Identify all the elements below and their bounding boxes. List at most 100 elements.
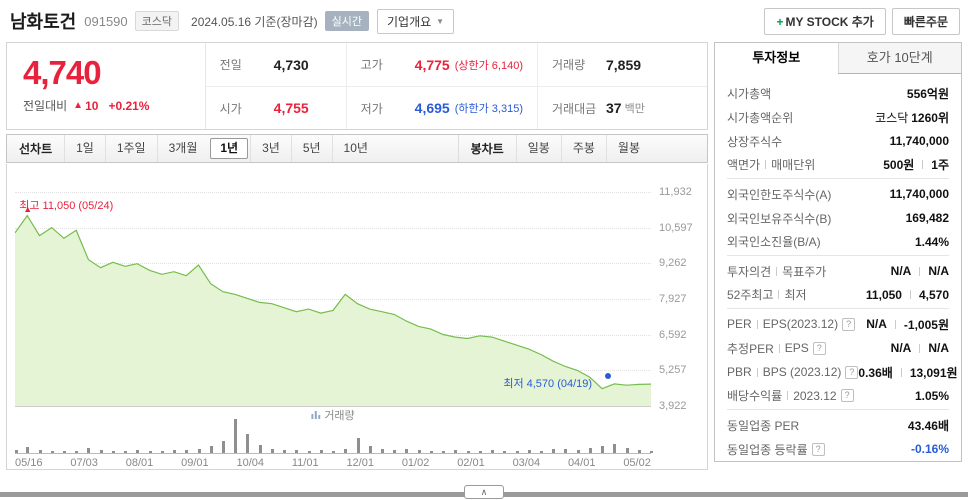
company-overview-label: 기업개요 [386,14,432,29]
help-icon[interactable]: ? [812,341,826,355]
volume-bar [38,450,42,453]
volume-bar [221,441,225,453]
info-row-value: 1.44% [915,235,949,249]
info-row-label: PBR BPS (2023.12)? [727,365,859,379]
volume-bar [344,448,348,453]
help-icon[interactable]: ? [811,442,825,456]
chart-candle-tab[interactable]: 월봉 [605,135,651,162]
info-value-text: 11,740,000 [889,187,949,201]
info-label-text: 추정PER [727,341,774,356]
candle-chart-group-label: 봉차트 [470,142,504,156]
volume-bar [319,449,323,453]
info-value-text: 13,091원 [909,365,958,380]
gridline [15,263,651,265]
info-row-label: 외국인보유주식수(B) [727,210,831,227]
quick-order-button[interactable]: 빠른주문 [891,7,960,35]
separator [778,290,780,299]
chart-period-tab[interactable]: 1주일 [104,135,157,162]
x-axis-label: 12/01 [346,457,374,469]
help-icon[interactable]: ? [840,389,854,402]
volume-bar [478,451,482,453]
chart-period-tab[interactable]: 1년 [210,138,249,159]
info-row-value: 11,740,000 [890,187,949,201]
help-icon[interactable]: ? [845,365,859,379]
volume-bar [625,448,629,453]
plus-icon: + [776,14,784,29]
volume-bar [539,450,543,453]
info-row-value: N/A N/A [891,264,949,278]
chart-period-tab[interactable]: 3년 [250,135,291,162]
chart-tab-bar: 선차트 1일 1주일 3개월 1년 3년 5년 10년 봉차트 일봉 주봉 월봉 [6,134,708,163]
price-cell-label: 거래량 [552,58,586,72]
price-cell-value: 7,859 [606,56,642,73]
volume-bar [197,448,201,453]
volume-bar [368,446,372,453]
chart-period-tab[interactable]: 5년 [290,135,332,162]
separator [894,319,896,329]
chart-candle-tab[interactable]: 주봉 [560,135,606,162]
chart-period-tab[interactable]: 1일 [64,135,105,162]
volume-bar [209,446,213,453]
info-row-value: N/A -1,005원 [866,316,949,333]
y-axis-label: 7,927 [659,293,687,305]
info-value-text: 43.46배 [907,418,949,433]
info-row-value: -0.16% [911,442,949,456]
info-value-text: 0.36배 [858,365,893,380]
info-value-text: 556억원 [906,86,949,101]
info-value-text: 4,570 [918,287,949,302]
info-row: 액면가 매매단위 500원 1주 [727,153,949,179]
tab-askprice-10[interactable]: 호가 10단계 [837,43,961,73]
help-icon[interactable]: ? [842,317,856,331]
investor-info-tabs: 투자정보 호가 10단계 [715,43,961,74]
info-row: PBR BPS (2023.12)? 0.36배 13,091원 [727,360,958,384]
x-axis-label: 01/02 [401,457,430,469]
info-row: 외국인보유주식수(B) 169,482 [727,206,949,230]
volume-bar [307,451,311,453]
volume-bar [356,437,360,453]
y-axis-label: 3,922 [659,400,687,412]
info-label-text: EPS(2023.12) [762,317,839,331]
info-row-label: 외국인한도주식수(A) [727,186,831,203]
volume-pane: 거래량 [15,407,653,454]
info-row: 시가총액순위 코스닥 1260위 [727,105,949,129]
info-row-label: 배당수익률 2023.12? [727,387,854,404]
x-axis-label: 05/02 [623,457,651,469]
gridline [15,192,651,193]
price-summary-table: 전일 4,730 고가 4,775 (상한가 6,140) 거래량 7,859 시가 4,755… [205,43,707,129]
volume-bar [588,447,592,453]
volume-bar [26,446,30,453]
info-row: 추정PER EPS? N/A N/A [727,336,949,360]
info-row-label: 상장주식수 [727,133,782,150]
add-mystock-button[interactable]: + MY STOCK 추가 [764,7,886,35]
company-overview-dropdown[interactable]: 기업개요 ▼ [376,8,455,34]
x-axis-labels: 05/16 07/03 08/01 09/01 10/04 11/01 12/01 01/02… [15,457,651,469]
info-label-text: EPS [784,341,809,355]
chart-candle-tab[interactable]: 일봉 [515,135,561,162]
volume-bar [62,451,66,453]
tab-investor-info[interactable]: 투자정보 [715,43,838,74]
x-axis-label: 08/01 [125,457,154,469]
info-row-label: PER EPS(2023.12)? [727,317,856,331]
chart-period-tab[interactable]: 3개월 [156,135,209,162]
separator [900,367,902,377]
realtime-badge: 실시간 [324,11,369,31]
info-row-value: N/A N/A [891,341,949,355]
info-row-label: 동일업종 등락률? [727,441,825,458]
volume-bar [258,444,262,453]
info-row-value: 코스닥 1260위 [875,109,949,126]
info-row-label: 추정PER EPS? [727,340,826,357]
info-label-text: 외국인한도주식수(A) [727,187,832,202]
info-row-label: 시가총액순위 [727,109,793,126]
info-row-value: 43.46배 [908,417,949,434]
header-actions: + MY STOCK 추가 빠른주문 [764,7,960,35]
x-axis-label: 10/04 [236,457,265,469]
volume-bar [393,449,397,453]
change-percent: +0.21% [108,98,150,113]
current-price: 4,740 [23,54,102,91]
info-value-text: 1.05% [914,388,949,403]
collapse-chart-button[interactable]: ∧ [464,485,504,499]
separator [778,343,780,353]
chart-period-tab[interactable]: 10년 [331,135,379,162]
investor-info-rows: 시가총액 556억원 시가총액순위 코스닥 1260위 상장주식수 11,740,000 액면… [715,74,961,461]
chart-plot[interactable]: 최고 11,050 (05/24) ▲ 최저 4,570 (04/19) [15,192,651,407]
